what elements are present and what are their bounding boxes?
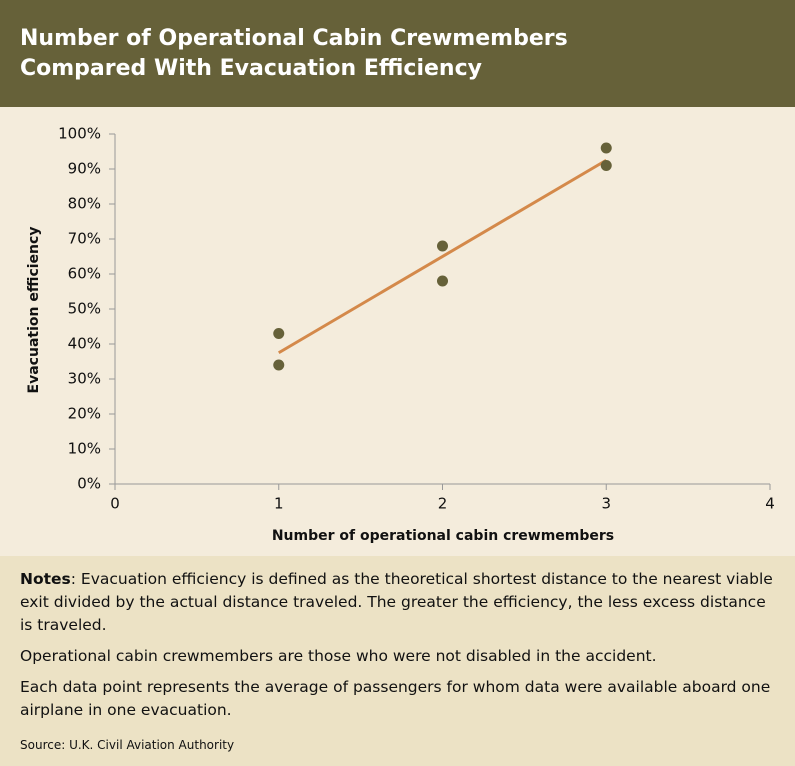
x-tick-label: 0 [110,495,120,513]
plot-background [0,107,795,556]
x-axis-label: Number of operational cabin crewmembers [272,528,614,544]
data-point [273,359,285,371]
y-tick-label: 50% [68,300,101,318]
y-tick-label: 20% [68,405,101,423]
data-point [437,240,448,252]
chart: Number of operational cabin crewmembers … [0,107,795,556]
y-tick-label: 30% [68,370,101,388]
trend-line [277,158,608,355]
x-tick-label: 2 [438,495,448,513]
title-line: Compared With Evacuation Efficiency [20,56,482,81]
data-point [437,275,448,287]
x-tick-label: 3 [601,495,611,513]
note-text: : Evacuation efficiency is defined as th… [20,570,773,634]
y-tick-label: 0% [77,475,101,493]
title-line: Number of Operational Cabin Crewmembers [20,26,568,51]
source: Source: U.K. Civil Aviation Authority [20,738,235,752]
note: Notes: Evacuation efficiency is defined … [20,568,775,637]
y-tick-label: 10% [68,440,101,458]
y-tick-label: 40% [68,335,101,353]
note: Each data point represents the average o… [20,678,771,719]
data-point [600,160,612,171]
y-axis-label: Evacuation efficiency [26,227,42,394]
y-tick-label: 100% [58,125,101,143]
header: Number of Operational Cabin Crewmembers … [0,0,795,107]
notes-label: Notes [20,570,71,588]
data-point [600,142,612,154]
data-point [273,328,285,339]
y-tick-label: 70% [68,230,101,248]
y-tick-label: 90% [68,160,101,178]
x-tick-label: 1 [274,495,284,513]
x-tick-label: 4 [765,495,775,513]
notes: Notes: Evacuation efficiency is defined … [0,556,795,766]
y-tick-label: 80% [68,195,101,213]
note: Operational cabin crewmembers are those … [20,647,657,665]
y-tick-label: 60% [68,265,101,283]
